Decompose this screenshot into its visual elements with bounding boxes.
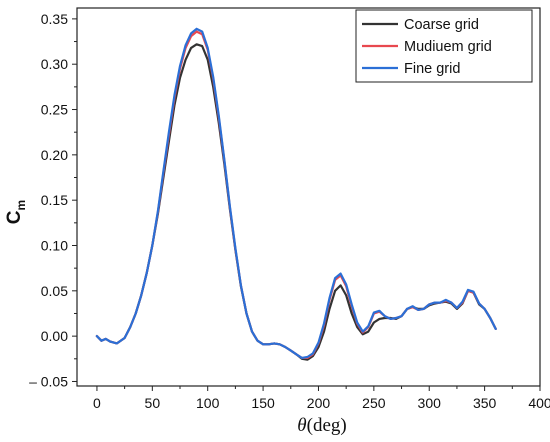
series-line-1 [95, 43, 497, 361]
x-tick-label: 50 [145, 395, 161, 411]
plot-area-frame [76, 7, 541, 387]
y-tick-label: 0.00 [41, 328, 68, 344]
y-tick-label: – 0.05 [29, 373, 68, 389]
legend-label: Coarse grid [404, 17, 479, 33]
series-line-3 [95, 27, 497, 359]
x-tick-label: 300 [418, 395, 442, 411]
axis-ticks: 0 50 100 150 200 250 300 350 400 – 0.05 0.00 0.05 0.… [29, 11, 550, 411]
y-axis-label-subscript: m [14, 200, 28, 211]
x-tick-label: 350 [473, 395, 497, 411]
legend-label: Fine grid [404, 61, 460, 77]
x-tick-label: 200 [307, 395, 331, 411]
x-axis-label: θ(deg) [297, 415, 346, 436]
y-axis-label-main: C [4, 210, 25, 224]
y-tick-label: 0.05 [41, 283, 68, 299]
x-tick-label: 0 [93, 395, 101, 411]
y-tick-label: 0.30 [41, 56, 68, 72]
x-tick-label: 250 [362, 395, 386, 411]
x-tick-label: 150 [251, 395, 275, 411]
y-tick-label: 0.20 [41, 147, 68, 163]
y-tick-label: 0.25 [41, 102, 68, 118]
y-tick-label: 0.35 [41, 11, 68, 27]
x-axis-label-symbol: θ [297, 415, 306, 436]
x-axis-label-unit: (deg) [307, 415, 347, 436]
legend-box [355, 9, 533, 83]
y-tick-label: 0.15 [41, 192, 68, 208]
series-layer [95, 27, 497, 361]
y-tick-label: 0.10 [41, 237, 68, 253]
legend-label: Mudiuem grid [404, 39, 492, 55]
x-tick-label: 100 [196, 395, 220, 411]
x-tick-label: 400 [528, 395, 550, 411]
legend: Coarse grid Mudiuem grid Fine grid [355, 9, 533, 83]
y-axis-label: Cm [4, 200, 28, 224]
